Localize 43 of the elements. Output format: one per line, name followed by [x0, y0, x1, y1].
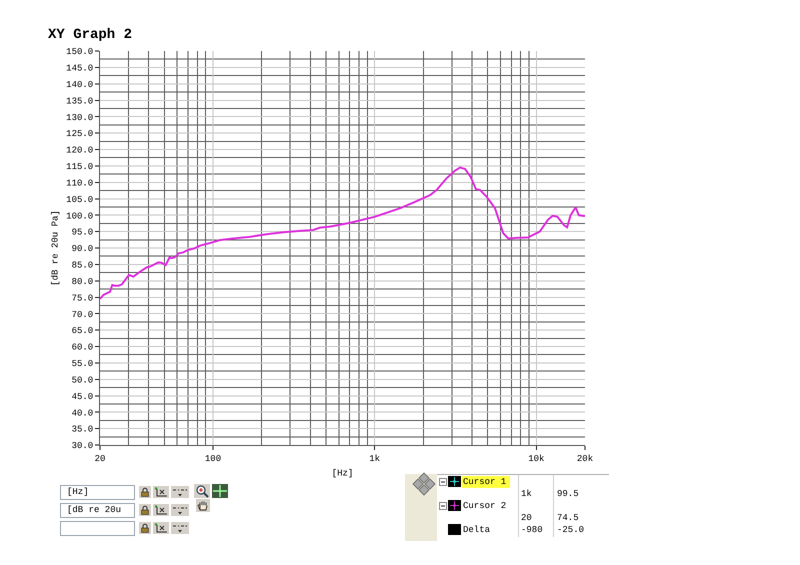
- y-tick-label: 135.0: [66, 96, 94, 106]
- text: 20: [521, 512, 532, 524]
- y-tick-label: 50.0: [72, 375, 94, 386]
- y-tick-label: 55.0: [72, 359, 94, 370]
- x-axis-title: [Hz]: [332, 468, 354, 479]
- text: 1k: [521, 488, 532, 500]
- text: Delta: [463, 524, 490, 536]
- y-tick-label: 60.0: [72, 342, 94, 353]
- y-tick-label: 100.0: [66, 211, 94, 222]
- y-tick-label: 150.0: [66, 47, 94, 58]
- text: [Hz]: [67, 486, 89, 498]
- text: -25.0: [557, 524, 584, 536]
- y-tick-label: 90.0: [72, 244, 94, 254]
- y-tick-label: 130.0: [66, 112, 94, 123]
- y-tick-label: 75.0: [72, 293, 94, 304]
- x-tick-label: 100: [204, 454, 222, 464]
- text: -980: [521, 524, 543, 536]
- y-tick-label: 70.0: [72, 310, 94, 320]
- y-tick-label: 30.0: [72, 441, 94, 452]
- text: 74.5: [557, 512, 579, 524]
- y-tick-label: 80.0: [72, 276, 94, 287]
- x-tick-label: 20k: [576, 454, 594, 464]
- x-tick-label: 10k: [528, 454, 544, 464]
- x-tick-label: 1k: [369, 454, 380, 464]
- y-axis-title: [dB re 20u Pa]: [50, 210, 61, 286]
- y-tick-label: 140.0: [66, 80, 94, 90]
- y-tick-label: 110.0: [66, 178, 94, 188]
- text: 99.5: [557, 488, 579, 500]
- y-tick-label: 95.0: [72, 228, 94, 238]
- y-tick-label: 120.0: [66, 146, 94, 156]
- y-tick-label: 105.0: [66, 194, 94, 205]
- y-tick-label: 45.0: [72, 392, 94, 402]
- x-tick-label: 20: [94, 454, 106, 464]
- y-tick-label: 35.0: [72, 424, 94, 435]
- y-tick-label: 65.0: [72, 326, 94, 336]
- y-tick-label: 85.0: [72, 260, 94, 271]
- y-tick-label: 145.0: [66, 64, 94, 74]
- chart-title: XY Graph 2: [48, 26, 132, 43]
- y-tick-label: 40.0: [72, 408, 94, 418]
- y-tick-label: 115.0: [66, 162, 94, 172]
- text: Cursor 2: [463, 500, 506, 512]
- text: [dB re 20u: [67, 504, 122, 516]
- y-tick-label: 125.0: [66, 129, 94, 140]
